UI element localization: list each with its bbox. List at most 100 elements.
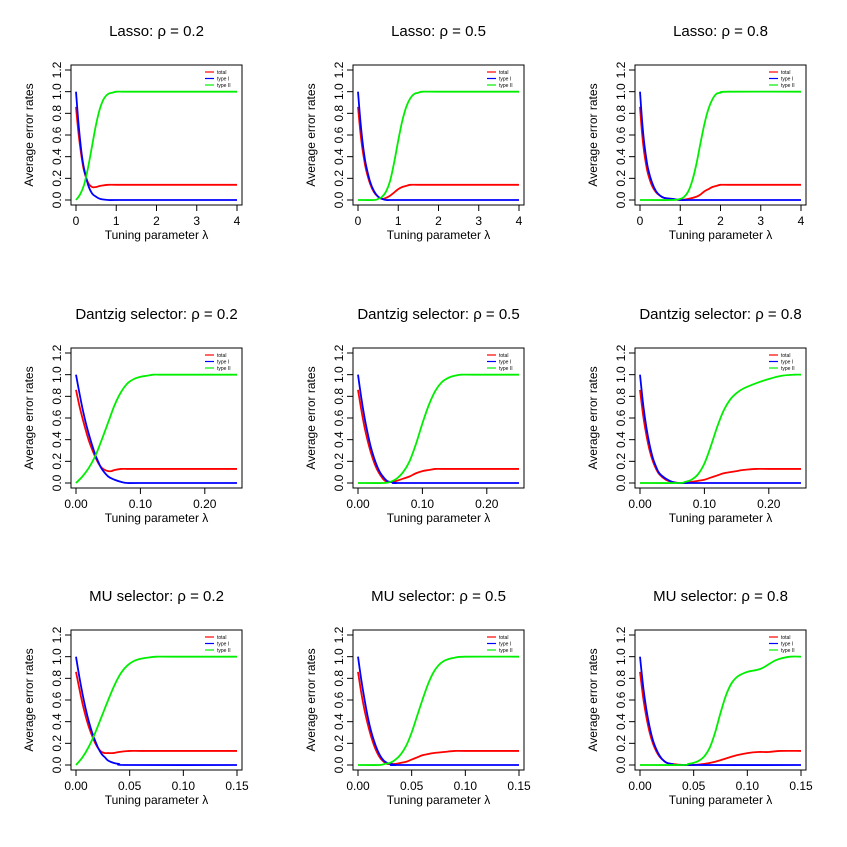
series-line-type-ii — [75, 90, 237, 201]
legend-label: total — [781, 70, 790, 76]
x-tick-label: 0.00 — [346, 497, 370, 511]
series-line-type-i — [75, 91, 237, 201]
y-axis-label: Average error rates — [304, 648, 318, 751]
x-tick-label: 2 — [153, 214, 160, 228]
chart-title: Dantzig selector: ρ = 0.8 — [639, 306, 801, 323]
y-tick-label: 1.0 — [50, 648, 64, 665]
y-tick-label: 0.2 — [50, 170, 64, 187]
series-line-type-ii — [639, 90, 802, 201]
y-tick-label: 0.4 — [50, 148, 64, 165]
legend-label: type I — [217, 642, 229, 648]
x-axis-label: Tuning parameter λ — [669, 793, 773, 807]
y-tick-label: 0.0 — [50, 474, 64, 491]
legend-label: type II — [499, 648, 513, 654]
x-tick-label: 0.00 — [64, 779, 88, 793]
series-line-total — [357, 106, 519, 200]
y-tick-label: 0.4 — [50, 713, 64, 730]
y-tick-label: 1.0 — [614, 83, 628, 100]
y-tick-label: 0.2 — [332, 453, 346, 470]
legend-label: type II — [781, 648, 795, 654]
series-line-type-i — [357, 656, 519, 766]
series-line-type-ii — [639, 373, 802, 484]
x-tick-label: 4 — [798, 214, 805, 228]
y-axis-label: Average error rates — [22, 648, 36, 751]
y-tick-label: 0.2 — [50, 453, 64, 470]
x-tick-label: 3 — [193, 214, 200, 228]
x-tick-label: 0.00 — [628, 779, 652, 793]
legend-label: total — [781, 635, 790, 641]
y-tick-label: 0.6 — [50, 409, 64, 426]
y-tick-label: 0.0 — [614, 474, 628, 491]
chart-panel: Dantzig selector: ρ = 0.2 0.0 0.2 0.4 0.6 0.8… — [22, 306, 243, 525]
series-line-type-ii — [357, 373, 519, 484]
x-tick-label: 0 — [355, 214, 362, 228]
legend-label: type I — [217, 77, 229, 83]
legend-label: total — [499, 70, 508, 76]
series-line-type-i — [639, 91, 801, 201]
x-tick-label: 0.10 — [411, 497, 435, 511]
legend-label: type II — [499, 83, 513, 89]
y-tick-label: 0.6 — [50, 126, 64, 143]
y-tick-label: 0.4 — [614, 148, 628, 165]
y-tick-label: 1.2 — [332, 626, 346, 643]
y-tick-label: 0.4 — [332, 431, 346, 448]
series-line-total — [639, 106, 801, 201]
y-tick-label: 0.6 — [614, 126, 628, 143]
y-tick-label: 1.2 — [614, 626, 628, 643]
y-tick-label: 0.8 — [50, 670, 64, 687]
chart-panel: MU selector: ρ = 0.2 0.0 0.2 0.4 0.6 0.8 1.0 1.… — [22, 588, 249, 807]
chart-title: MU selector: ρ = 0.8 — [653, 588, 788, 605]
y-tick-label: 0.6 — [50, 691, 64, 708]
series-line-type-ii — [357, 90, 519, 201]
y-tick-label: 0.4 — [332, 713, 346, 730]
y-tick-label: 1.2 — [614, 61, 628, 78]
chart-panel: Dantzig selector: ρ = 0.8 0.0 0.2 0.4 0.6 0.8… — [586, 306, 807, 525]
legend-label: total — [499, 635, 508, 641]
y-tick-label: 0.2 — [614, 735, 628, 752]
x-tick-label: 2 — [717, 214, 724, 228]
series-line-type-i — [75, 374, 237, 484]
x-tick-label: 0.05 — [400, 779, 424, 793]
chart-title: Dantzig selector: ρ = 0.5 — [357, 306, 519, 323]
y-tick-label: 0.2 — [50, 735, 64, 752]
x-tick-label: 0.15 — [507, 779, 531, 793]
y-tick-label: 1.0 — [50, 366, 64, 383]
series-line-type-i — [357, 374, 519, 484]
legend-label: total — [499, 353, 508, 359]
y-tick-label: 0.8 — [50, 105, 64, 122]
y-tick-label: 1.2 — [332, 61, 346, 78]
legend-label: total — [217, 70, 226, 76]
series-line-total — [357, 389, 519, 484]
legend-label: type I — [781, 77, 793, 83]
x-tick-label: 1 — [113, 214, 120, 228]
y-tick-label: 0.8 — [332, 388, 346, 405]
x-tick-label: 0.15 — [225, 779, 249, 793]
y-tick-label: 1.0 — [332, 366, 346, 383]
y-tick-label: 0.2 — [332, 170, 346, 187]
x-tick-label: 0.10 — [129, 497, 153, 511]
y-tick-label: 0.8 — [614, 670, 628, 687]
x-axis-label: Tuning parameter λ — [669, 228, 773, 242]
legend-label: type II — [217, 648, 231, 654]
x-tick-label: 0.10 — [736, 779, 760, 793]
y-tick-label: 0.0 — [332, 474, 346, 491]
y-tick-label: 0.0 — [50, 756, 64, 773]
y-tick-label: 0.6 — [332, 126, 346, 143]
x-axis-label: Tuning parameter λ — [387, 511, 491, 525]
y-axis-label: Average error rates — [22, 83, 36, 186]
x-tick-label: 0 — [73, 214, 80, 228]
x-tick-label: 3 — [757, 214, 764, 228]
y-tick-label: 0.8 — [614, 105, 628, 122]
legend-label: type I — [781, 642, 793, 648]
series-line-type-ii — [75, 373, 237, 484]
y-tick-label: 0.8 — [332, 105, 346, 122]
chart-title: Lasso: ρ = 0.8 — [673, 23, 768, 40]
x-tick-label: 1 — [395, 214, 402, 228]
x-axis-label: Tuning parameter λ — [387, 793, 491, 807]
chart-title: MU selector: ρ = 0.2 — [89, 588, 224, 605]
y-tick-label: 1.2 — [50, 61, 64, 78]
y-tick-label: 0.4 — [50, 431, 64, 448]
chart-title: Dantzig selector: ρ = 0.2 — [75, 306, 237, 323]
legend-label: type II — [499, 366, 513, 372]
